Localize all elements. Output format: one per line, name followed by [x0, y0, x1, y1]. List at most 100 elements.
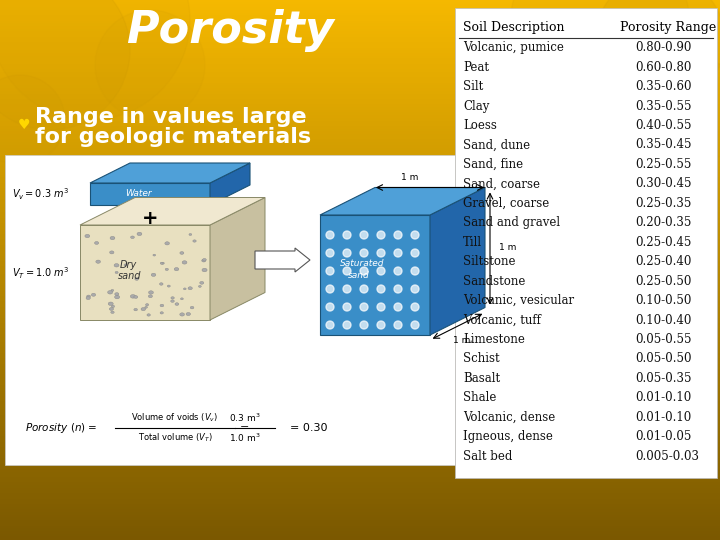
Bar — [0, 113, 720, 116]
Circle shape — [360, 231, 368, 239]
Bar — [0, 313, 720, 316]
Bar — [0, 267, 720, 270]
Bar — [0, 435, 720, 437]
Bar — [0, 497, 720, 500]
Bar — [0, 184, 720, 186]
Text: 0.60-0.80: 0.60-0.80 — [635, 60, 691, 73]
Ellipse shape — [86, 296, 90, 300]
Bar — [0, 397, 720, 400]
Ellipse shape — [202, 259, 207, 261]
FancyArrow shape — [255, 248, 310, 272]
Circle shape — [394, 303, 402, 311]
Bar — [0, 151, 720, 154]
Bar — [0, 370, 720, 373]
Bar — [0, 275, 720, 278]
Bar — [0, 181, 720, 184]
Bar — [0, 451, 720, 454]
Ellipse shape — [189, 233, 192, 235]
Ellipse shape — [180, 252, 184, 254]
Bar — [0, 286, 720, 289]
Circle shape — [411, 267, 419, 275]
Circle shape — [510, 0, 690, 115]
Bar — [0, 505, 720, 508]
Bar — [0, 383, 720, 386]
Bar — [0, 159, 720, 162]
Ellipse shape — [167, 285, 170, 287]
Bar — [0, 281, 720, 284]
Circle shape — [394, 285, 402, 293]
Ellipse shape — [109, 251, 114, 254]
Text: 0.01-0.10: 0.01-0.10 — [635, 411, 691, 424]
Bar — [0, 32, 720, 35]
Bar — [0, 486, 720, 489]
Bar — [0, 502, 720, 505]
Bar — [0, 230, 720, 232]
Bar — [0, 270, 720, 273]
Bar — [0, 238, 720, 240]
Bar — [0, 289, 720, 292]
Bar — [0, 535, 720, 537]
Bar — [0, 111, 720, 113]
Text: =: = — [240, 423, 249, 433]
Bar — [0, 94, 720, 97]
Circle shape — [326, 231, 334, 239]
Bar — [0, 132, 720, 135]
Bar — [0, 529, 720, 532]
Bar — [0, 508, 720, 510]
Bar — [0, 86, 720, 89]
Bar — [0, 418, 720, 421]
Bar — [0, 49, 720, 51]
Bar — [0, 213, 720, 216]
Text: Salt bed: Salt bed — [463, 450, 513, 463]
Text: 0.25-0.40: 0.25-0.40 — [635, 255, 691, 268]
Bar — [0, 100, 720, 103]
Ellipse shape — [85, 234, 90, 238]
Bar — [0, 254, 720, 256]
Ellipse shape — [124, 264, 127, 266]
Polygon shape — [210, 163, 250, 205]
Ellipse shape — [171, 296, 174, 299]
Bar — [0, 232, 720, 235]
Circle shape — [0, 0, 190, 120]
Bar — [0, 54, 720, 57]
Bar — [0, 38, 720, 40]
Ellipse shape — [188, 287, 192, 290]
Bar — [0, 154, 720, 157]
Ellipse shape — [165, 242, 169, 245]
Bar — [0, 65, 720, 68]
Text: Loess: Loess — [463, 119, 497, 132]
Text: for geologic materials: for geologic materials — [35, 127, 311, 147]
Bar — [0, 481, 720, 483]
Circle shape — [326, 321, 334, 329]
Ellipse shape — [135, 278, 139, 280]
Text: Porosity $(n)$ =: Porosity $(n)$ = — [25, 421, 98, 435]
Bar — [0, 5, 720, 8]
Text: Sand and gravel: Sand and gravel — [463, 217, 560, 230]
Circle shape — [377, 321, 385, 329]
Bar — [0, 243, 720, 246]
Ellipse shape — [111, 289, 114, 292]
Text: Porosity Range: Porosity Range — [620, 22, 716, 35]
Bar — [0, 408, 720, 410]
Text: 0.20-0.35: 0.20-0.35 — [635, 217, 691, 230]
Text: Volcanic, tuff: Volcanic, tuff — [463, 314, 541, 327]
Ellipse shape — [181, 298, 184, 300]
Circle shape — [326, 285, 334, 293]
Bar — [0, 124, 720, 127]
Polygon shape — [80, 225, 210, 320]
Bar — [0, 375, 720, 378]
Ellipse shape — [114, 295, 120, 299]
Bar — [0, 443, 720, 445]
Bar — [0, 464, 720, 467]
Bar — [0, 392, 720, 394]
Bar — [0, 59, 720, 62]
Ellipse shape — [184, 288, 186, 290]
Bar — [0, 0, 720, 3]
Bar — [0, 103, 720, 105]
Ellipse shape — [160, 262, 163, 264]
Text: Sand, dune: Sand, dune — [463, 138, 530, 152]
Bar — [0, 454, 720, 456]
Ellipse shape — [174, 267, 179, 271]
Circle shape — [394, 249, 402, 257]
Bar — [0, 16, 720, 19]
